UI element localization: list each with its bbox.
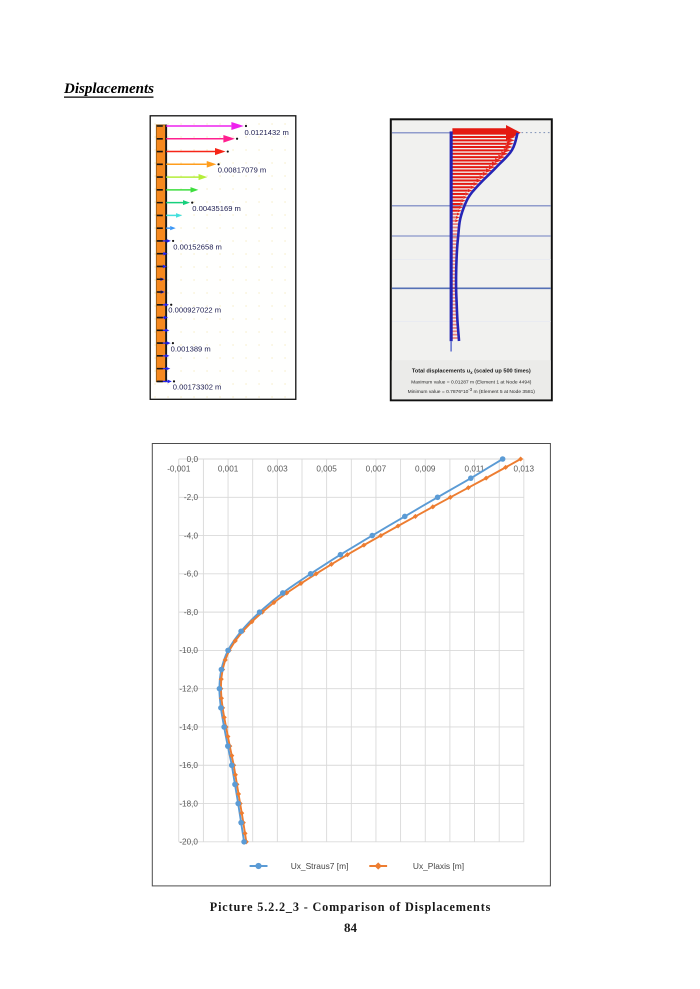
svg-text:-4,0: -4,0 [184, 531, 199, 540]
svg-text:-20,0: -20,0 [179, 838, 198, 847]
svg-text:Minimum value = 0.7876*10-3 m: Minimum value = 0.7876*10-3 m (Element 5… [408, 387, 536, 395]
svg-text:-16,0: -16,0 [179, 761, 198, 770]
svg-text:0,001: 0,001 [218, 465, 239, 474]
svg-text:0,009: 0,009 [415, 465, 436, 474]
svg-text:84: 84 [344, 920, 358, 935]
svg-text:Ux_Plaxis [m]: Ux_Plaxis [m] [413, 861, 464, 871]
svg-text:Ux_Straus7 [m]: Ux_Straus7 [m] [291, 861, 349, 871]
svg-text:0.00173302 m: 0.00173302 m [173, 383, 222, 392]
svg-text:-2,0: -2,0 [184, 493, 199, 502]
svg-text:-10,0: -10,0 [179, 646, 198, 655]
svg-text:0.0121432 m: 0.0121432 m [245, 128, 289, 137]
svg-text:Picture 5.2.2_3 - Comparison o: Picture 5.2.2_3 - Comparison of Displace… [210, 900, 491, 914]
svg-text:-0,001: -0,001 [167, 465, 191, 474]
svg-text:0,007: 0,007 [366, 465, 387, 474]
svg-text:0,011: 0,011 [465, 465, 485, 474]
svg-text:-6,0: -6,0 [184, 570, 199, 579]
svg-text:-18,0: -18,0 [179, 799, 198, 808]
svg-text:0,013: 0,013 [514, 465, 535, 474]
svg-text:-12,0: -12,0 [179, 685, 198, 694]
svg-text:Maximum value = 0.01287 m (Ele: Maximum value = 0.01287 m (Element 1 at … [411, 379, 532, 385]
svg-text:0.00152658 m: 0.00152658 m [173, 243, 222, 252]
svg-text:0.000927022 m: 0.000927022 m [168, 306, 221, 315]
svg-text:Displacements: Displacements [63, 81, 154, 97]
svg-text:0,005: 0,005 [316, 465, 337, 474]
svg-text:0,003: 0,003 [267, 465, 288, 474]
svg-text:0,0: 0,0 [187, 455, 199, 464]
svg-text:-8,0: -8,0 [184, 608, 199, 617]
svg-text:0.00435169 m: 0.00435169 m [192, 204, 241, 213]
svg-text:-14,0: -14,0 [179, 723, 198, 732]
svg-text:Total displacements ux (scaled: Total displacements ux (scaled up 500 ti… [412, 369, 531, 375]
svg-text:0.001389 m: 0.001389 m [171, 344, 211, 353]
svg-text:0.00817079 m: 0.00817079 m [218, 166, 267, 175]
